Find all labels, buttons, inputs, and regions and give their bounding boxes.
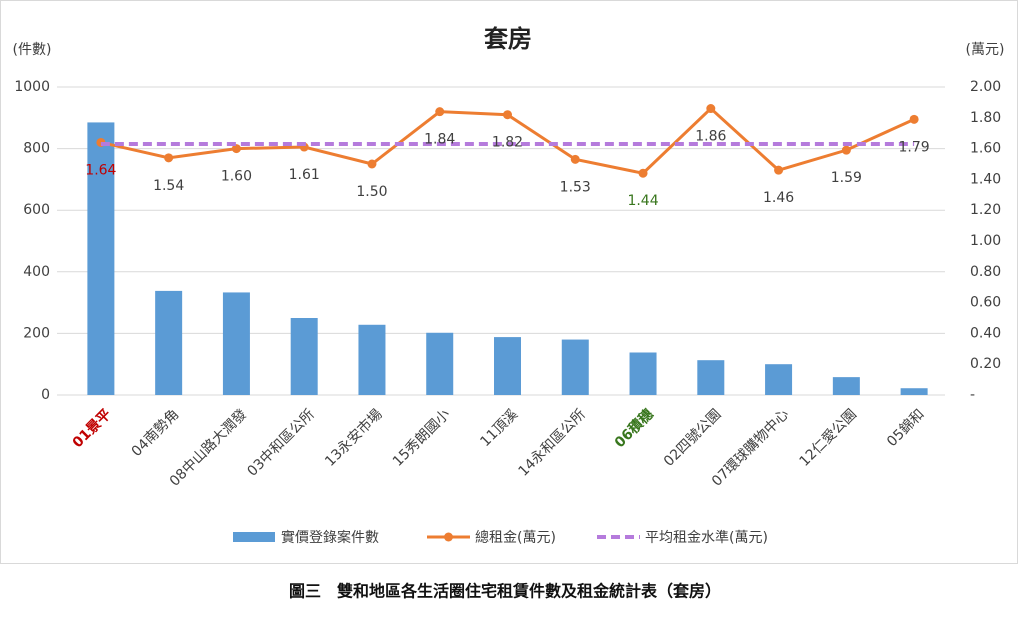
bar	[832, 377, 860, 395]
line-point	[367, 159, 377, 169]
bar	[290, 318, 318, 395]
line-point	[164, 153, 174, 163]
y2-tick-label: 0.80	[970, 264, 1001, 280]
chart-title: 套房	[484, 25, 532, 53]
data-label: 1.79	[899, 139, 930, 155]
y2-tick-label: 0.40	[970, 325, 1001, 341]
y-tick-label: 0	[41, 387, 50, 403]
line-point	[435, 107, 445, 117]
y2-tick-label: 0.20	[970, 356, 1001, 372]
data-label: 1.84	[424, 132, 455, 148]
data-label: 1.64	[85, 162, 116, 178]
data-label: 1.54	[153, 178, 184, 194]
line-point	[503, 110, 512, 120]
y-tick-label: 200	[23, 325, 50, 341]
line-point	[841, 145, 851, 155]
data-label: 1.44	[627, 193, 658, 209]
data-label: 1.60	[221, 169, 252, 185]
bar	[87, 122, 115, 396]
bar	[900, 388, 928, 395]
line-point	[570, 154, 580, 164]
data-label: 1.46	[763, 190, 794, 206]
y2-axis-label: (萬元)	[966, 42, 1005, 58]
y-tick-label: 400	[23, 264, 50, 280]
data-label: 1.86	[695, 129, 726, 145]
data-label: 1.61	[289, 167, 320, 183]
legend-label: 總租金(萬元)	[475, 529, 556, 546]
legend-label: 平均租金水準(萬元)	[645, 530, 768, 546]
bar	[765, 364, 793, 395]
data-label: 1.50	[356, 184, 387, 200]
chart-border	[0, 0, 1018, 564]
bar	[629, 352, 657, 395]
data-label: 1.53	[560, 179, 591, 195]
bar	[494, 337, 521, 395]
y2-tick-label: 2.00	[970, 79, 1001, 95]
line-point	[909, 114, 919, 124]
y2-tick-label: 1.00	[970, 233, 1001, 249]
line-point	[638, 168, 648, 178]
data-label: 1.59	[831, 170, 862, 186]
data-label: 1.82	[492, 135, 523, 151]
legend-label: 實價登錄案件數	[281, 529, 379, 546]
bar	[358, 324, 386, 395]
y2-tick-label: -	[970, 387, 975, 403]
legend-swatch	[233, 532, 275, 542]
y2-tick-label: 0.60	[970, 295, 1001, 311]
line-point	[706, 104, 716, 114]
y-tick-label: 600	[23, 202, 50, 218]
bar	[697, 360, 725, 395]
caption: 圖三 雙和地區各生活圈住宅租賃件數及租金統計表（套房）	[289, 582, 721, 601]
line-point	[774, 165, 784, 175]
y-tick-label: 800	[23, 141, 50, 157]
legend-swatch	[444, 532, 453, 542]
y2-tick-label: 1.80	[970, 110, 1001, 126]
y2-tick-label: 1.40	[970, 171, 1001, 187]
bar	[561, 339, 589, 395]
bar	[222, 292, 250, 395]
y2-tick-label: 1.60	[970, 141, 1001, 157]
bar	[155, 290, 183, 395]
y2-tick-label: 1.20	[970, 202, 1001, 218]
y-tick-label: 1000	[14, 79, 50, 95]
y-axis-label: (件數)	[13, 42, 52, 58]
bar	[426, 332, 454, 395]
line-point	[231, 144, 241, 154]
